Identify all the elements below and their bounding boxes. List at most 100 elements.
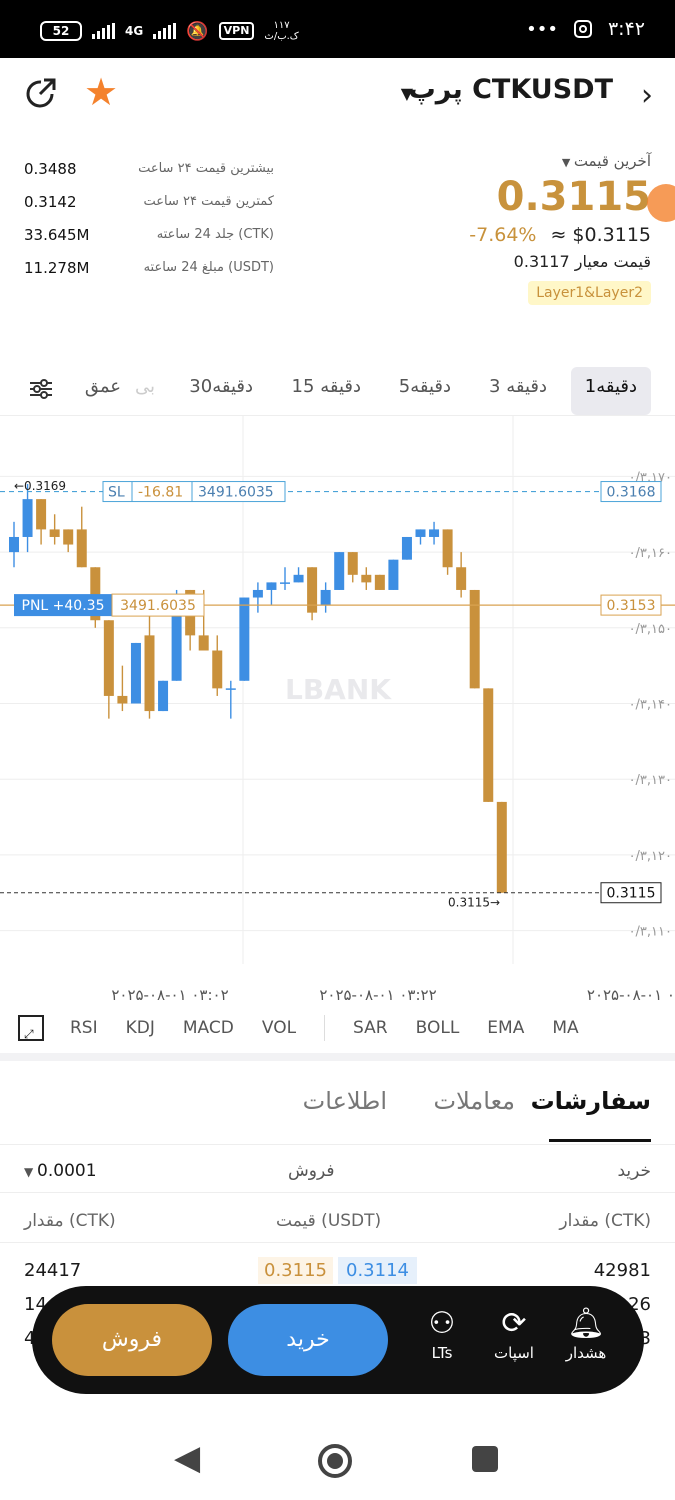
candle-body — [266, 582, 277, 590]
tab-15m[interactable]: 15 دقیقه — [291, 376, 361, 397]
x-tick-label: ۲۰۲۵-۰۸-۰۱ ۰۳:۰۲ — [111, 986, 228, 1004]
sell-label: فروش — [288, 1161, 335, 1181]
candle-body — [442, 529, 453, 568]
precision-selector[interactable]: ▼ 0.0001 — [24, 1161, 97, 1181]
candle-body — [130, 642, 141, 704]
back-triangle-icon[interactable]: ◀ — [174, 1438, 201, 1478]
clock: ۳:۴۲ — [607, 18, 645, 40]
candle-body — [469, 589, 480, 689]
tab-info[interactable]: اطلاعات — [302, 1087, 387, 1115]
pair-title[interactable]: پرپ CTKUSDT — [408, 74, 613, 105]
col-price: قیمت (USDT) — [276, 1211, 382, 1231]
candle-body — [320, 589, 331, 606]
status-right: ••• ۳:۴۲ — [526, 18, 645, 40]
amount-label: مبلغ 24 ساعته (USDT) — [143, 260, 274, 275]
amount-value: 11.278M — [24, 258, 90, 277]
pnl-price-box — [600, 594, 662, 616]
candle-body — [415, 529, 426, 537]
indicator-kdj[interactable]: KDJ — [125, 1018, 155, 1038]
vpn-badge: VPN — [218, 22, 255, 40]
status-bar: 52 4G 🔕 VPN ۱۱۷ ک.ب/ث ••• ۳:۴۲ — [0, 0, 675, 58]
orderbook-row[interactable]: 4 3 — [0, 1324, 675, 1358]
bell-plus-icon: 🔔︎ — [566, 1306, 606, 1341]
expand-icon[interactable]: ⤢ — [18, 1015, 44, 1041]
indicator-ma[interactable]: MA — [552, 1018, 579, 1038]
tab-3m[interactable]: 3 دقیقه — [489, 376, 547, 397]
price-change-row: -7.64% ≈ $0.3115 — [469, 224, 651, 246]
spot-label: اسپات — [494, 1344, 534, 1362]
tab-1m[interactable]: 1دقیقه — [570, 367, 651, 415]
book-tabs: سفارشات معاملات اطلاعات — [0, 1073, 675, 1145]
more-dots: ••• — [526, 18, 558, 40]
indicator-boll[interactable]: BOLL — [415, 1018, 460, 1038]
tab-depth[interactable]: عمق — [84, 376, 121, 397]
orderbook-row[interactable]: 24417 0.3115 0.3114 42981 — [0, 1256, 675, 1290]
settings-sliders-icon[interactable] — [30, 379, 52, 399]
buy-label: خرید — [617, 1161, 651, 1181]
watermark: LBANK — [285, 673, 392, 706]
data-rate-top: ۱۱۷ — [273, 20, 290, 31]
tab-30m[interactable]: 30دقیقه — [189, 376, 253, 397]
sl-pnl: -16.81 — [138, 485, 183, 501]
data-rate-bottom: ک.ب/ث — [264, 31, 299, 42]
candle-body — [334, 552, 345, 590]
instagram-icon — [573, 20, 592, 38]
stats-24h: 0.3488 بیشترین قیمت ۲۴ ساعت 0.3142 کمترین … — [24, 152, 274, 284]
tab-orders[interactable]: سفارشات — [530, 1087, 651, 1115]
x-tick-label: ۲۰۲۵-۰۸-۰۱ ۰۳:۲۲ — [319, 986, 436, 1004]
indicator-macd[interactable]: MACD — [182, 1018, 234, 1038]
spot-button[interactable]: ⟳ اسپات — [484, 1304, 544, 1362]
people-icon: ⚇ — [428, 1306, 456, 1341]
tab-trades[interactable]: معاملات — [433, 1087, 515, 1115]
mark-price-value: 0.3117 — [513, 252, 570, 271]
lts-button[interactable]: ⚇ LTs — [412, 1304, 472, 1362]
sell-button[interactable]: فروش — [52, 1304, 212, 1376]
caret-down-icon[interactable]: ▼ — [400, 84, 413, 103]
indicator-divider — [324, 1015, 326, 1041]
candle-body — [388, 559, 399, 590]
last-price-tag: 0.3115 — [607, 886, 656, 902]
indicator-vol[interactable]: VOL — [261, 1018, 297, 1038]
home-circle-icon[interactable] — [318, 1444, 352, 1478]
bottom-action-bar: فروش خرید ⚇ LTs ⟳ اسپات 🔔︎ هشدار — [32, 1286, 644, 1394]
mark-price-row: 0.3117 قیمت معیار — [469, 252, 651, 271]
status-left: 52 4G 🔕 VPN ۱۱۷ ک.ب/ث — [40, 20, 299, 42]
stat-high: 0.3488 بیشترین قیمت ۲۴ ساعت — [24, 152, 274, 185]
floating-video-icon[interactable] — [647, 184, 675, 222]
candle-body — [144, 635, 155, 712]
recent-square-icon[interactable] — [472, 1446, 498, 1472]
low-label: کمترین قیمت ۲۴ ساعت — [143, 194, 274, 209]
pnl-label-box — [14, 594, 112, 617]
buy-button[interactable]: خرید — [228, 1304, 388, 1376]
mute-icon: 🔕 — [186, 20, 209, 42]
chevron-right-icon[interactable]: › — [641, 78, 653, 113]
battery-indicator: 52 — [40, 21, 82, 41]
candle-body — [117, 695, 128, 704]
candle-body — [456, 567, 467, 590]
candle-body — [429, 529, 440, 537]
alert-button[interactable]: 🔔︎ هشدار — [556, 1304, 616, 1362]
tab-underline — [549, 1139, 651, 1142]
star-icon[interactable]: ★ — [84, 70, 119, 114]
candle-body — [361, 574, 372, 583]
data-rate: ۱۱۷ ک.ب/ث — [264, 20, 298, 42]
tab-5m[interactable]: 5دقیقه — [398, 376, 451, 397]
indicator-rsi[interactable]: RSI — [70, 1018, 98, 1038]
pnl-label: PNL +40.35 — [22, 598, 105, 614]
share-icon[interactable] — [24, 76, 58, 110]
candlestick-chart[interactable]: ۰/۳,۱۷۰ ۰/۳,۱۶۰ ۰/۳,۱۵۰ ۰/۳,۱۴۰ ۰/۳,۱۳۰ ۰/۳,۱… — [0, 415, 675, 1004]
last-price-selector[interactable]: ▼ آخرین قیمت — [469, 152, 651, 170]
indicator-ema[interactable]: EMA — [487, 1018, 525, 1038]
signal-2-icon — [153, 23, 177, 39]
price-change: -7.64% — [469, 224, 537, 246]
indicator-sar[interactable]: SAR — [353, 1018, 388, 1038]
candle-body — [225, 688, 236, 690]
y-tick-label: ۰/۳,۱۴۰ — [629, 698, 672, 713]
candle-body — [76, 529, 87, 568]
sector-tag[interactable]: Layer1&Layer2 — [528, 281, 651, 305]
tab-more[interactable]: بی — [134, 376, 155, 397]
sell-qty: 4 — [24, 1328, 36, 1349]
candle-body — [49, 529, 60, 537]
signal-icon — [92, 23, 115, 39]
chart-svg[interactable]: ۰/۳,۱۷۰۰/۳,۱۶۰۰/۳,۱۵۰۰/۳,۱۴۰۰/۳,۱۳۰۰/۳,۱… — [0, 416, 675, 1004]
